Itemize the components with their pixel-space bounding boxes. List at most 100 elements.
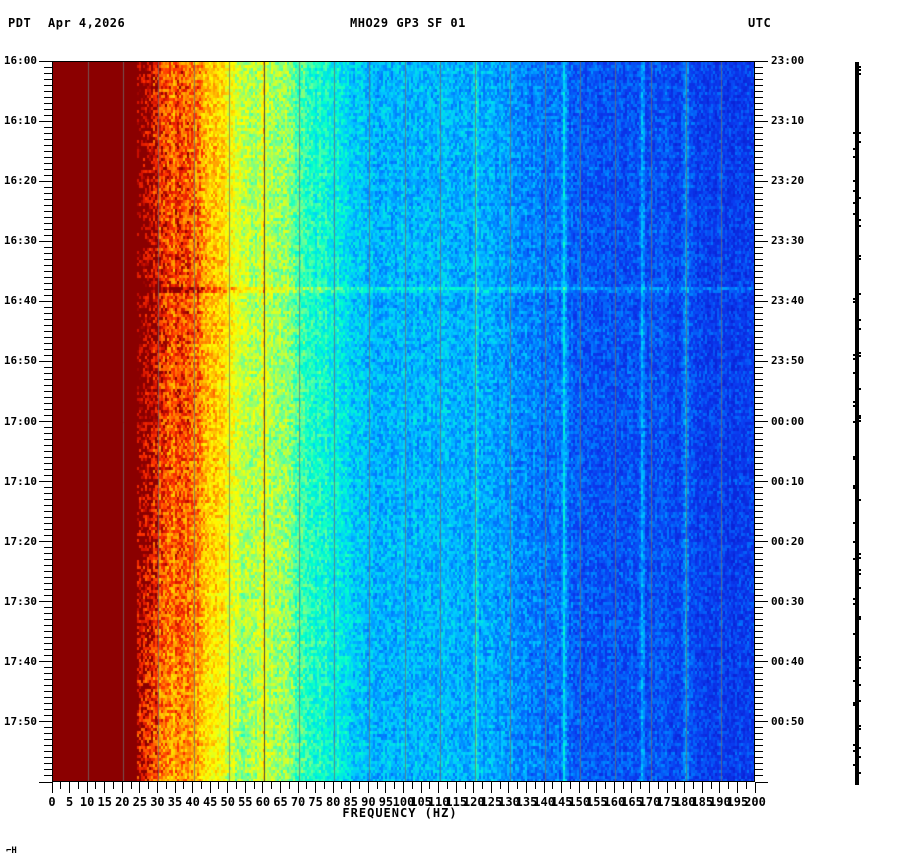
axis-minor-tick <box>755 775 763 777</box>
x-tick-label: 115 <box>445 795 468 809</box>
axis-major-tick <box>666 782 668 793</box>
x-tick-label: 185 <box>691 795 714 809</box>
y-tick-label-utc: 23:20 <box>771 174 805 188</box>
colorbar-tick <box>853 603 856 605</box>
axis-major-tick <box>192 782 194 793</box>
axis-minor-tick <box>755 96 763 98</box>
axis-minor-tick <box>44 318 52 320</box>
y-tick-label-utc: 23:00 <box>771 54 805 67</box>
axis-minor-tick <box>44 553 52 555</box>
axis-minor-tick <box>755 282 763 284</box>
colorbar-tick <box>858 255 861 257</box>
colorbar-tick <box>858 352 861 354</box>
axis-major-tick <box>755 180 768 182</box>
colorbar-tick <box>858 225 861 227</box>
colorbar-tick <box>858 728 861 730</box>
axis-minor-tick <box>755 745 763 747</box>
colorbar-tick <box>858 388 861 390</box>
axis-minor-tick <box>755 276 763 278</box>
axis-minor-tick <box>755 649 763 651</box>
axis-major-tick <box>755 601 768 603</box>
axis-major-tick <box>69 782 71 793</box>
axis-minor-tick <box>755 685 763 687</box>
axis-minor-tick <box>44 312 52 314</box>
x-tick-label: 80 <box>325 795 341 809</box>
colorbar-tick <box>858 700 861 702</box>
axis-major-tick <box>227 782 229 793</box>
axis-minor-tick <box>755 739 763 741</box>
axis-minor-tick <box>755 679 763 681</box>
y-tick-label-pdt: 16:40 <box>3 294 37 308</box>
axis-minor-tick <box>755 372 763 374</box>
colorbar-tick <box>853 421 856 423</box>
axis-minor-tick <box>44 144 52 146</box>
colorbar-tick <box>858 132 861 134</box>
axis-minor-tick <box>755 769 763 771</box>
colorbar-tick <box>853 358 856 360</box>
axis-major-tick <box>156 782 158 793</box>
axis-minor-tick <box>44 198 52 200</box>
axis-major-tick <box>39 421 52 422</box>
axis-minor-tick <box>755 667 763 669</box>
axis-minor-tick <box>44 366 52 368</box>
x-tick-label: 165 <box>621 795 643 809</box>
x-tick-label: 35 <box>167 795 183 809</box>
axis-minor-tick <box>44 655 52 657</box>
axis-minor-tick <box>44 342 52 344</box>
axis-minor-tick <box>755 643 763 645</box>
axis-minor-tick <box>605 782 607 789</box>
colorbar-tick <box>853 558 856 560</box>
axis-major-tick <box>39 300 52 302</box>
timezone-right-label: UTC <box>748 16 772 30</box>
x-tick-label: 10 <box>79 795 95 809</box>
colorbar-tick <box>858 73 861 75</box>
axis-major-tick <box>121 782 123 793</box>
axis-minor-tick <box>755 637 763 639</box>
axis-minor-tick <box>183 782 185 789</box>
axis-minor-tick <box>253 782 255 789</box>
colorbar-tick <box>853 485 856 487</box>
colorbar-tick <box>858 667 861 669</box>
axis-minor-tick <box>44 769 52 771</box>
axis-minor-tick <box>44 258 52 260</box>
axis-minor-tick <box>44 306 52 308</box>
axis-minor-tick <box>755 228 763 230</box>
colorbar-tick <box>858 319 861 321</box>
colorbar-tick <box>858 420 861 422</box>
axis-minor-tick <box>44 336 52 338</box>
axis-minor-tick <box>755 583 763 585</box>
colorbar-tick <box>858 197 861 199</box>
x-tick-label: 40 <box>185 795 200 809</box>
axis-minor-tick <box>755 469 763 471</box>
axis-minor-tick <box>755 607 763 609</box>
axis-minor-tick <box>552 782 554 789</box>
x-tick-label: 155 <box>585 795 608 809</box>
axis-minor-tick <box>755 270 763 272</box>
colorbar-tick <box>858 258 861 260</box>
axis-minor-tick <box>755 523 763 525</box>
axis-minor-tick <box>44 390 52 392</box>
axis-major-tick <box>39 781 52 783</box>
spectrogram-plot[interactable] <box>52 61 755 782</box>
y-tick-label-utc: 00:20 <box>771 534 805 548</box>
colorbar-tick <box>858 417 861 419</box>
axis-minor-tick <box>44 607 52 609</box>
axis-minor-tick <box>755 457 763 459</box>
x-tick-label: 65 <box>273 795 288 809</box>
axis-minor-tick <box>44 168 52 170</box>
x-tick-label: 140 <box>533 795 555 809</box>
axis-minor-tick <box>755 577 763 579</box>
axis-minor-tick <box>755 216 763 218</box>
colorbar-tick <box>853 401 856 403</box>
x-tick-label: 110 <box>427 795 450 809</box>
y-tick-label-pdt: 16:10 <box>3 114 37 128</box>
axis-minor-tick <box>44 667 52 669</box>
axis-minor-tick <box>44 745 52 747</box>
axis-minor-tick <box>44 589 52 591</box>
axis-minor-tick <box>44 348 52 350</box>
axis-minor-tick <box>499 782 501 789</box>
axis-minor-tick <box>755 529 763 531</box>
axis-minor-tick <box>755 691 763 693</box>
axis-minor-tick <box>44 451 52 453</box>
axis-minor-tick <box>44 565 52 567</box>
